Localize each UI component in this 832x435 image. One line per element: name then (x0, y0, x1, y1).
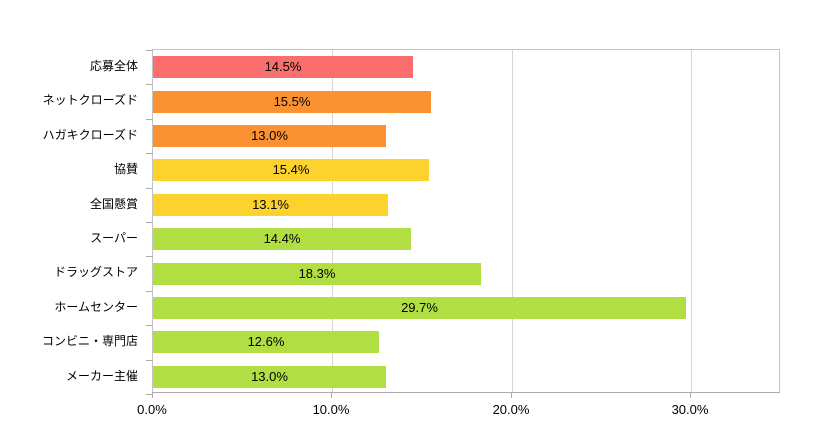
category-label: 協賛 (113, 162, 138, 177)
y-axis-tick (146, 256, 153, 257)
x-axis-tick (152, 392, 153, 398)
category-label: ネットクローズド (42, 93, 138, 108)
x-axis-tick-label: 0.0% (137, 402, 167, 417)
x-axis-tick (331, 392, 332, 398)
y-axis-tick (146, 325, 153, 326)
bar: 15.4% (153, 159, 429, 182)
category-label: 応募全体 (89, 59, 138, 73)
x-axis-tick-label: 30.0% (671, 402, 709, 417)
bar: 14.4% (153, 228, 411, 251)
bar-value-label: 13.0% (251, 128, 288, 143)
y-axis-tick (146, 50, 153, 51)
category-label: コンビニ・専門店 (41, 334, 138, 349)
category-label: 全国懸賞 (89, 196, 138, 211)
bar-value-label: 13.1% (252, 196, 289, 212)
category-label: ハガキクローズド (42, 127, 138, 142)
bar: 15.5% (153, 90, 431, 113)
y-axis-tick (146, 119, 153, 120)
gridline (512, 50, 513, 392)
bar-value-label: 12.6% (247, 334, 285, 350)
category-label: スーパー (90, 231, 138, 245)
bar: 12.6% (153, 331, 379, 354)
bar: 14.5% (153, 56, 413, 79)
bar: 29.7% (153, 297, 686, 319)
gridline (691, 50, 692, 392)
bar: 13.0% (153, 125, 386, 147)
plot-area: 14.5% 15.5% 13.0% 15.4% 13.1% 14.4% 18.3% 29.7%… (146, 49, 780, 395)
category-label: ホームセンター (54, 299, 138, 314)
bar: 13.0% (153, 365, 386, 388)
x-axis-tick (690, 392, 691, 398)
category-label: メーカー主催 (65, 368, 138, 383)
bar-value-label: 15.5% (273, 93, 311, 109)
y-axis-tick (146, 360, 153, 361)
y-axis-tick (146, 222, 153, 223)
bar-value-label: 13.0% (251, 368, 288, 384)
gridline (332, 50, 333, 392)
y-axis-tick (146, 153, 153, 154)
bar-value-label: 15.4% (272, 162, 310, 178)
bar-value-label: 14.5% (264, 59, 302, 75)
x-axis-tick-label: 20.0% (492, 402, 530, 417)
bar: 13.1% (153, 193, 388, 216)
bar: 18.3% (153, 262, 481, 285)
bar-value-label: 29.7% (401, 300, 438, 315)
category-label: ドラッグストア (53, 265, 138, 280)
y-axis-tick (146, 291, 153, 292)
bar-value-label: 18.3% (298, 265, 336, 281)
y-axis-tick (146, 394, 153, 395)
y-axis-tick (146, 188, 153, 189)
x-axis-tick-label: 10.0% (312, 402, 350, 417)
x-axis-tick (511, 392, 512, 398)
bar-value-label: 14.4% (263, 231, 301, 247)
y-axis-tick (146, 84, 153, 85)
